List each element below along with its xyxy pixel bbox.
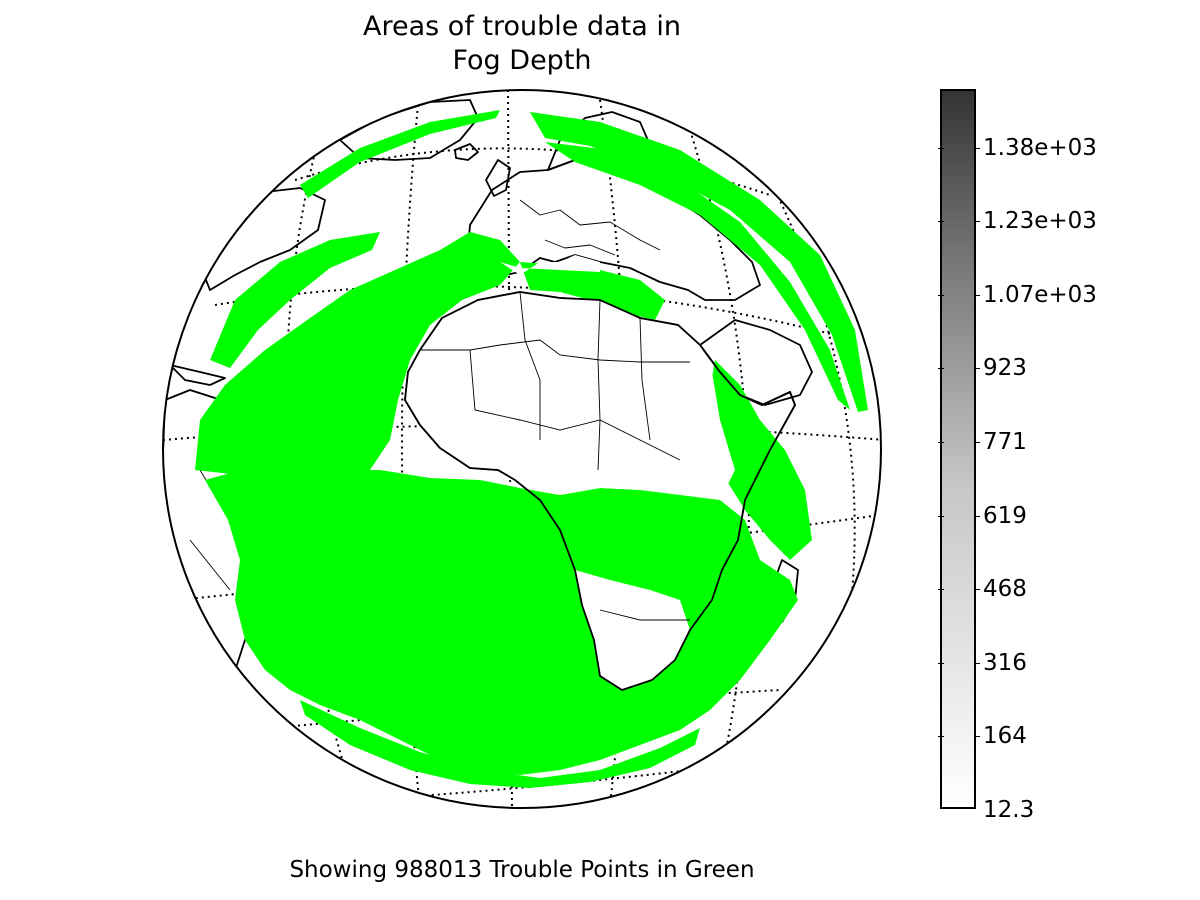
chart-title: Areas of trouble data in Fog Depth	[322, 10, 722, 78]
colorbar-tick-mark	[938, 663, 944, 664]
colorbar-tick-label: 1.23e+03	[983, 208, 1097, 234]
colorbar-tick-mark	[938, 736, 944, 737]
colorbar-tick-mark	[974, 368, 980, 369]
caption: Showing 988013 Trouble Points in Green	[289, 857, 755, 883]
colorbar-tick-label: 771	[983, 429, 1027, 455]
colorbar-tick-mark	[974, 148, 980, 149]
colorbar-tick-label: 923	[983, 355, 1027, 381]
colorbar-tick-mark	[938, 221, 944, 222]
colorbar-tick-mark	[938, 516, 944, 517]
colorbar-tick-mark	[974, 663, 980, 664]
colorbar-tick-mark	[938, 148, 944, 149]
colorbar-tick-label: 12.3	[983, 797, 1035, 823]
colorbar-tick-label: 316	[983, 650, 1027, 676]
colorbar-tick-label: 1.38e+03	[983, 135, 1097, 161]
colorbar-tick-mark	[938, 589, 944, 590]
colorbar-tick-mark	[974, 442, 980, 443]
colorbar-tick-mark	[974, 589, 980, 590]
land-gaps	[405, 255, 735, 690]
colorbar-tick-mark	[938, 442, 944, 443]
colorbar-tick-mark	[974, 295, 980, 296]
colorbar-tick-mark	[938, 295, 944, 296]
colorbar-tick-label: 619	[983, 503, 1027, 529]
caribbean-outline	[169, 364, 226, 386]
trouble-region-mediterranean	[520, 262, 665, 320]
colorbar-tick-label: 468	[983, 576, 1027, 602]
colorbar-tick-mark	[974, 516, 980, 517]
colorbar-tick-mark	[974, 221, 980, 222]
trouble-points	[195, 110, 868, 788]
colorbar	[940, 89, 976, 809]
colorbar-tick-label: 1.07e+03	[983, 282, 1097, 308]
trouble-region-north-band-2	[545, 142, 850, 410]
trouble-region-north-strip-left	[300, 110, 500, 198]
trouble-region-nw-atlantic	[210, 232, 380, 368]
trouble-region-atlantic-mid	[195, 232, 520, 478]
trouble-region-east-africa	[705, 360, 812, 560]
trouble-region-southern-band	[300, 700, 700, 788]
trouble-region-north-strip-right	[530, 112, 868, 412]
chart-title-line-2: Fog Depth	[452, 45, 592, 76]
chart-title-line-1: Areas of trouble data in	[363, 11, 681, 42]
trouble-region-south-atlantic	[205, 465, 798, 775]
globe-border	[162, 89, 882, 809]
colorbar-tick-mark	[938, 368, 944, 369]
colorbar-tick-label: 164	[983, 723, 1027, 749]
british-isles-outline	[485, 159, 511, 197]
iceland-outline	[454, 143, 479, 161]
colorbar-tick-mark	[974, 736, 980, 737]
